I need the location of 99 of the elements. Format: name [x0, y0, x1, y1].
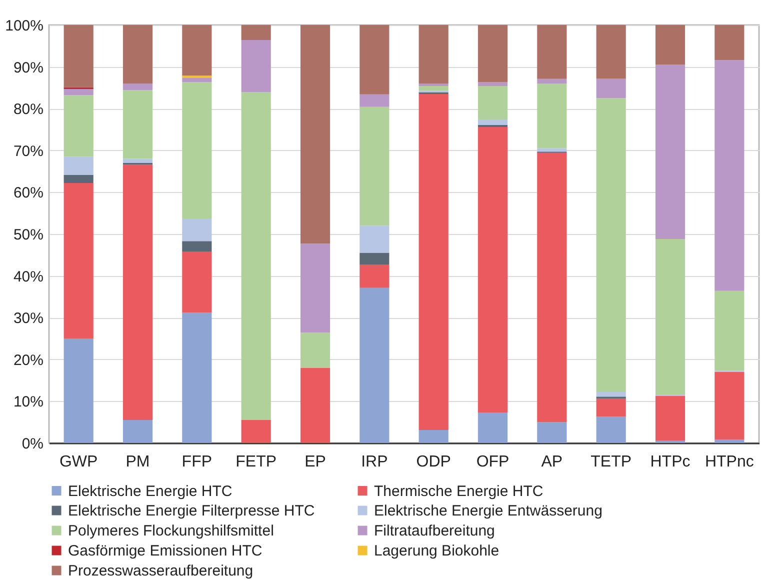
bar	[64, 95, 94, 157]
bar	[418, 94, 448, 430]
bar	[64, 25, 94, 88]
legend-label: Polymeres Flockungshilfsmittel	[68, 522, 274, 540]
bar	[360, 25, 390, 94]
bar	[537, 422, 567, 443]
bar	[182, 218, 212, 242]
bar	[478, 119, 508, 125]
bar	[596, 78, 626, 98]
bar	[478, 82, 508, 86]
bar	[182, 312, 212, 443]
bar	[360, 94, 390, 107]
bar	[596, 416, 626, 443]
bar	[122, 84, 153, 90]
bar	[182, 241, 212, 252]
bar	[360, 264, 390, 288]
bar	[64, 175, 94, 184]
bar	[241, 25, 271, 40]
bar	[182, 82, 212, 219]
bar	[418, 84, 448, 86]
bar	[122, 90, 153, 159]
bar	[122, 25, 153, 84]
bar	[360, 252, 390, 265]
bar	[64, 88, 94, 96]
bar	[714, 440, 744, 443]
bar	[182, 25, 212, 76]
legend-label: Elektrische Energie Entwässerung	[374, 502, 602, 520]
bar	[596, 25, 626, 79]
y-tick-label: 10%	[13, 394, 44, 411]
bar	[537, 78, 567, 84]
bar	[596, 392, 626, 397]
bar	[64, 183, 94, 338]
bar	[241, 420, 271, 443]
legend-label: Elektrische Energie Filterpresse HTC	[68, 502, 315, 520]
bar	[478, 25, 508, 82]
bar	[64, 156, 94, 176]
bar	[418, 86, 448, 91]
bar	[182, 78, 212, 82]
y-tick-label: 0%	[22, 436, 44, 452]
bar	[122, 158, 153, 163]
x-tick-label: IRP	[361, 454, 388, 470]
bar	[655, 396, 686, 440]
x-tick-label: ODP	[416, 454, 451, 470]
bar	[300, 368, 330, 443]
bar	[300, 332, 330, 368]
bar	[596, 98, 626, 392]
x-tick-label: PM	[126, 454, 150, 470]
y-tick-label: 60%	[13, 184, 44, 202]
bar	[418, 25, 448, 84]
bar	[360, 106, 390, 226]
y-tick-label: 40%	[13, 268, 44, 286]
y-tick-label: 100%	[5, 18, 44, 34]
legend-label: Gasförmige Emissionen HTC	[68, 542, 262, 560]
bar	[478, 126, 508, 412]
bar	[714, 60, 744, 291]
y-tick-label: 50%	[13, 226, 44, 244]
bar	[122, 164, 153, 420]
x-tick-label: AP	[541, 454, 563, 470]
bar	[182, 252, 212, 313]
legend-label: Thermische Energie HTC	[374, 482, 544, 500]
x-tick-label: FETP	[236, 454, 277, 470]
bar	[300, 244, 330, 333]
x-tick-label: TETP	[590, 454, 632, 470]
bar	[300, 25, 330, 244]
bar	[655, 239, 686, 395]
x-tick-label: EP	[304, 454, 326, 470]
bar	[655, 440, 686, 443]
bar	[537, 25, 567, 79]
bar	[596, 398, 626, 417]
legend-label: Elektrische Energie HTC	[68, 482, 232, 500]
bar	[537, 152, 567, 422]
bar	[537, 84, 567, 148]
x-tick-label: HTPc	[650, 454, 690, 470]
bar	[122, 420, 153, 443]
y-tick-label: 70%	[13, 142, 44, 160]
bar	[64, 338, 94, 443]
bar	[714, 290, 744, 371]
x-tick-label: FFP	[182, 454, 212, 470]
bar	[714, 25, 744, 60]
y-tick-label: 20%	[13, 352, 44, 369]
x-tick-label: OFP	[476, 454, 510, 470]
x-tick-label: HTPnc	[704, 454, 754, 470]
x-tick-label: GWP	[59, 454, 98, 470]
legend-label: Lagerung Biokohle	[374, 542, 500, 560]
y-tick-label: 80%	[13, 101, 44, 118]
bar	[241, 92, 271, 420]
bar	[478, 86, 508, 120]
bar	[655, 25, 686, 65]
bar	[714, 372, 744, 440]
bar	[478, 412, 508, 443]
y-tick-label: 90%	[13, 59, 44, 76]
y-tick-label: 30%	[13, 310, 44, 328]
legend-label: Prozesswasseraufbereitung	[68, 562, 254, 580]
bar	[360, 288, 390, 443]
bar	[360, 226, 390, 253]
legend-label: Filtrataufbereitung	[374, 522, 495, 540]
bar	[418, 430, 448, 443]
bar	[655, 64, 686, 240]
bar	[241, 40, 271, 92]
